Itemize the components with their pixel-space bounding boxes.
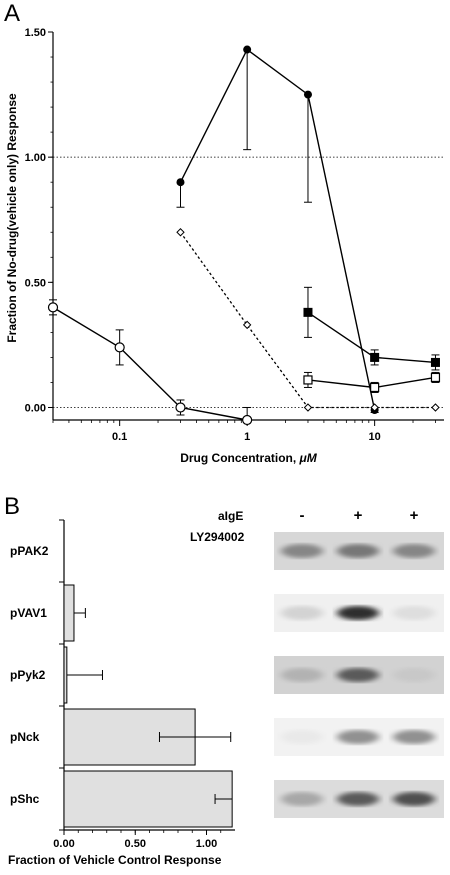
x-tick-label: 10 — [369, 431, 381, 443]
blot-band — [281, 544, 323, 558]
y-tick-label: 0.50 — [25, 277, 46, 289]
bar-category-label: pShc — [10, 792, 40, 806]
bar-x-tick-label: 0.50 — [125, 838, 146, 850]
blot-band — [281, 668, 323, 682]
series-2-point — [47, 302, 59, 313]
blot-row-label: LY294002 — [190, 530, 245, 544]
series-2-point — [114, 342, 125, 353]
x-axis-label-unit: μM — [299, 451, 318, 465]
y-axis-label: Fraction of No-drug(vehicle only) Respon… — [5, 93, 19, 343]
blot-band — [337, 668, 379, 682]
series-0-point — [303, 90, 312, 99]
series-3-point — [303, 307, 313, 317]
bar — [63, 770, 233, 828]
panel-a-label: A — [4, 0, 21, 27]
y-tick-label: 1.50 — [25, 27, 46, 39]
series-2-point — [242, 414, 253, 426]
x-axis-label: Drug Concentration, μM — [180, 451, 318, 465]
blot-band — [281, 792, 323, 806]
bar — [63, 646, 68, 704]
panel-b-bar-chart-and-blots: pPAK2 pVAV1 pPyk2 pNck pShc 0.00 0.50 1.00 Fract… — [8, 507, 444, 867]
series-4-point — [303, 375, 313, 385]
bar-category-label: pPyk2 — [10, 668, 46, 682]
series-4-point — [370, 382, 380, 393]
series-2-line — [52, 306, 248, 421]
blot-band — [337, 606, 379, 620]
bar-x-tick-label: 0.00 — [53, 838, 74, 850]
blot-band — [281, 730, 323, 744]
bar — [63, 584, 75, 642]
series-4-point — [430, 372, 441, 383]
blot-band — [337, 730, 379, 744]
blot-lane-sign: + — [410, 507, 419, 524]
bar-x-tick-label: 1.00 — [196, 838, 217, 850]
x-tick-label: 1 — [244, 431, 250, 443]
blot-band — [393, 606, 435, 620]
blot-band — [281, 606, 323, 620]
bar-category-label: pPAK2 — [10, 544, 49, 558]
blot-band — [337, 544, 379, 558]
series-3-point — [370, 352, 380, 362]
series-1-point — [431, 403, 440, 412]
x-axis-label-text: Drug Concentration, — [180, 451, 299, 465]
y-tick-label: 1.00 — [25, 152, 46, 164]
series-1-point — [242, 320, 252, 330]
y-tick-label: 0.00 — [25, 402, 46, 414]
bar-category-label: pVAV1 — [10, 606, 47, 620]
panel-b-label: B — [4, 493, 21, 520]
series-0-line — [179, 48, 376, 411]
series-0-point — [176, 178, 185, 187]
blot-band — [393, 668, 435, 682]
blot-row-label: aIgE — [218, 509, 243, 523]
series-1-point — [303, 403, 313, 412]
bar-category-label: pNck — [10, 730, 40, 744]
series-3-point — [430, 357, 440, 367]
bar-x-axis-label: Fraction of Vehicle Control Response — [8, 853, 222, 867]
blot-lane-sign: + — [354, 507, 363, 524]
series-1-point — [176, 228, 185, 237]
series-1-point — [370, 403, 379, 412]
panel-a-line-chart: 0.00 0.50 1.00 1.50 0.1 1 10 Drug Concentration… — [5, 27, 444, 465]
x-tick-label: 0.1 — [112, 431, 127, 443]
blot-lane-sign: - — [300, 507, 305, 524]
series-2-point — [175, 402, 186, 413]
blot-band — [393, 544, 435, 558]
blot-band — [337, 792, 379, 806]
blot-band — [393, 792, 435, 806]
series-0-point — [243, 45, 252, 54]
blot-band — [393, 730, 435, 744]
